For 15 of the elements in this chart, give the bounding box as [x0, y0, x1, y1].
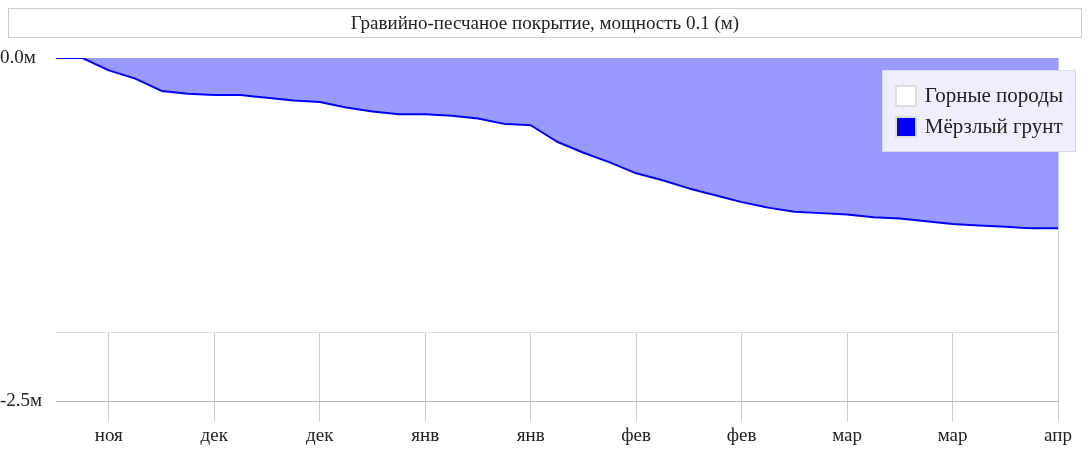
x-tick-label: мар [832, 423, 862, 445]
x-tick-label: фев [726, 423, 757, 445]
x-tick-label: фев [621, 423, 652, 445]
x-tick-label: ноя [94, 423, 124, 445]
x-tick-label: дек [200, 423, 229, 445]
y-tick-label: 0.0м [0, 45, 36, 67]
x-tick-label: янв [411, 423, 440, 445]
x-tick-label: апр [1044, 423, 1072, 445]
y-tick-label: -2.5м [0, 389, 43, 411]
legend-label: Горные породы [924, 83, 1063, 108]
x-tick-label: дек [306, 423, 335, 445]
x-tick-label: янв [516, 423, 545, 445]
chart-title: Гравийно-песчаное покрытие, мощность 0.1 (м) [8, 8, 1082, 38]
x-tick-label: мар [937, 423, 968, 445]
legend-label: Мёрзлый грунт [924, 114, 1063, 139]
